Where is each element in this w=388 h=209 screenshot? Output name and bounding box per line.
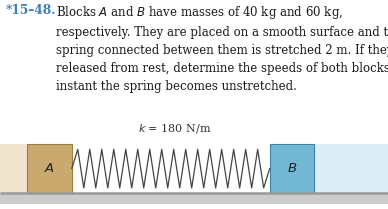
Text: $B$: $B$ [287, 162, 297, 175]
Bar [270, 144, 314, 193]
Bar [0, 144, 27, 193]
Text: $A$: $A$ [44, 162, 55, 175]
Bar [27, 144, 72, 193]
Bar [314, 144, 388, 193]
Text: Blocks $A$ and $B$ have masses of 40 kg and 60 kg,
respectively. They are placed: Blocks $A$ and $B$ have masses of 40 kg … [56, 4, 388, 93]
Text: *15–48.: *15–48. [6, 4, 56, 17]
Text: $k$ = 180 N/m: $k$ = 180 N/m [138, 122, 211, 135]
